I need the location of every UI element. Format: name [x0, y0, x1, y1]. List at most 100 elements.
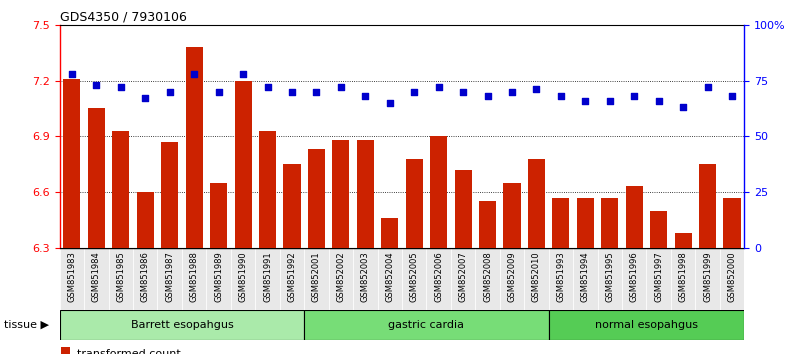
Bar: [577, 198, 594, 248]
Bar: [720, 248, 744, 310]
Text: GSM852003: GSM852003: [361, 251, 370, 302]
Text: gastric cardia: gastric cardia: [388, 320, 464, 330]
Bar: [88, 108, 105, 248]
Point: [163, 89, 176, 95]
Text: GSM852001: GSM852001: [312, 251, 321, 302]
Point: [261, 84, 274, 90]
Bar: [283, 164, 301, 248]
Point: [432, 84, 445, 90]
Point: [115, 84, 127, 90]
Point: [334, 84, 347, 90]
Bar: [699, 164, 716, 248]
Bar: [231, 248, 256, 310]
Point: [726, 93, 739, 99]
Bar: [430, 136, 447, 248]
Bar: [259, 131, 276, 248]
Text: transformed count: transformed count: [76, 349, 181, 354]
Point: [310, 89, 323, 95]
Text: GSM851998: GSM851998: [679, 251, 688, 302]
Bar: [185, 47, 203, 248]
Bar: [671, 248, 696, 310]
Bar: [332, 140, 349, 248]
Text: GSM851993: GSM851993: [556, 251, 565, 302]
Point: [139, 96, 151, 101]
Text: GSM852005: GSM852005: [410, 251, 419, 302]
Bar: [573, 248, 598, 310]
Bar: [402, 248, 427, 310]
Bar: [308, 149, 325, 248]
Bar: [696, 248, 720, 310]
Bar: [598, 248, 622, 310]
Point: [188, 71, 201, 77]
Bar: [406, 159, 423, 248]
Bar: [112, 131, 130, 248]
Bar: [357, 140, 374, 248]
Bar: [182, 248, 206, 310]
Bar: [552, 198, 569, 248]
Point: [701, 84, 714, 90]
Bar: [60, 248, 84, 310]
Text: GSM852000: GSM852000: [728, 251, 736, 302]
Text: GSM852004: GSM852004: [385, 251, 394, 302]
Point: [408, 89, 420, 95]
Text: GSM852002: GSM852002: [337, 251, 345, 302]
Bar: [427, 248, 451, 310]
Text: GSM852010: GSM852010: [532, 251, 541, 302]
Bar: [161, 142, 178, 248]
Bar: [304, 310, 548, 340]
Point: [213, 89, 225, 95]
Bar: [650, 211, 667, 248]
Bar: [210, 183, 227, 248]
Text: GSM851983: GSM851983: [68, 251, 76, 302]
Text: GSM851984: GSM851984: [92, 251, 101, 302]
Text: GSM851996: GSM851996: [630, 251, 638, 302]
Text: GSM851985: GSM851985: [116, 251, 125, 302]
Bar: [601, 198, 618, 248]
Text: GSM851990: GSM851990: [239, 251, 248, 302]
Point: [384, 100, 396, 105]
Text: GSM851987: GSM851987: [166, 251, 174, 302]
Text: GSM852007: GSM852007: [458, 251, 467, 302]
Text: GSM852009: GSM852009: [508, 251, 517, 302]
Point: [579, 98, 591, 103]
Point: [555, 93, 568, 99]
Text: normal esopahgus: normal esopahgus: [595, 320, 698, 330]
Point: [481, 93, 494, 99]
Text: GSM851997: GSM851997: [654, 251, 663, 302]
Text: GSM852006: GSM852006: [434, 251, 443, 302]
Bar: [479, 201, 496, 248]
Text: GSM851994: GSM851994: [581, 251, 590, 302]
Text: Barrett esopahgus: Barrett esopahgus: [131, 320, 233, 330]
Bar: [377, 248, 402, 310]
Text: GSM852008: GSM852008: [483, 251, 492, 302]
Bar: [381, 218, 398, 248]
Bar: [304, 248, 329, 310]
Point: [628, 93, 641, 99]
Bar: [626, 187, 643, 248]
Bar: [60, 310, 304, 340]
Bar: [646, 248, 671, 310]
Bar: [674, 233, 692, 248]
Bar: [108, 248, 133, 310]
Bar: [622, 248, 646, 310]
Point: [236, 71, 249, 77]
Point: [65, 71, 78, 77]
Text: GSM851999: GSM851999: [703, 251, 712, 302]
Bar: [256, 248, 279, 310]
Bar: [500, 248, 525, 310]
Point: [677, 104, 689, 110]
Bar: [503, 183, 521, 248]
Text: GSM851986: GSM851986: [141, 251, 150, 302]
Text: GSM851989: GSM851989: [214, 251, 223, 302]
Point: [530, 87, 543, 92]
Point: [652, 98, 665, 103]
Text: GSM851991: GSM851991: [263, 251, 272, 302]
Text: GSM851992: GSM851992: [287, 251, 296, 302]
Text: GDS4350 / 7930106: GDS4350 / 7930106: [60, 11, 186, 24]
Point: [90, 82, 103, 88]
Bar: [61, 347, 70, 354]
Bar: [133, 248, 158, 310]
Bar: [158, 248, 182, 310]
Text: GSM851995: GSM851995: [605, 251, 615, 302]
Bar: [528, 159, 545, 248]
